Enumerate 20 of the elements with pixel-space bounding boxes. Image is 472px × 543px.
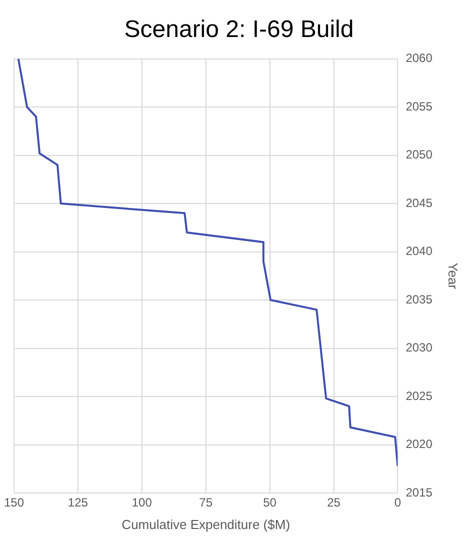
x-tick-label: 75: [199, 496, 213, 510]
y-tick-label: 2030: [406, 340, 433, 355]
x-tick-label: 0: [394, 496, 402, 510]
x-tick-label: 50: [263, 496, 277, 510]
y-tick-label: 2035: [406, 292, 433, 306]
x-axis-title: Cumulative Expenditure ($M): [122, 516, 290, 532]
y-axis-title: Year: [446, 262, 461, 290]
x-tick-label: 125: [68, 496, 88, 510]
x-tick-label: 100: [132, 496, 152, 510]
y-tick-label: 2050: [406, 148, 433, 162]
y-tick-label: 2015: [406, 485, 433, 500]
y-tick-label: 2055: [406, 99, 433, 114]
x-tick-label: 25: [327, 496, 341, 510]
y-tick-label: 2025: [406, 388, 433, 403]
y-tick-label: 2045: [406, 196, 433, 210]
x-tick-label: 150: [4, 496, 24, 510]
y-tick-label: 2040: [406, 244, 433, 258]
y-tick-label: 2060: [406, 51, 433, 66]
y-tick-label: 2020: [406, 437, 433, 452]
chart-title: Scenario 2: I-69 Build: [124, 16, 354, 44]
